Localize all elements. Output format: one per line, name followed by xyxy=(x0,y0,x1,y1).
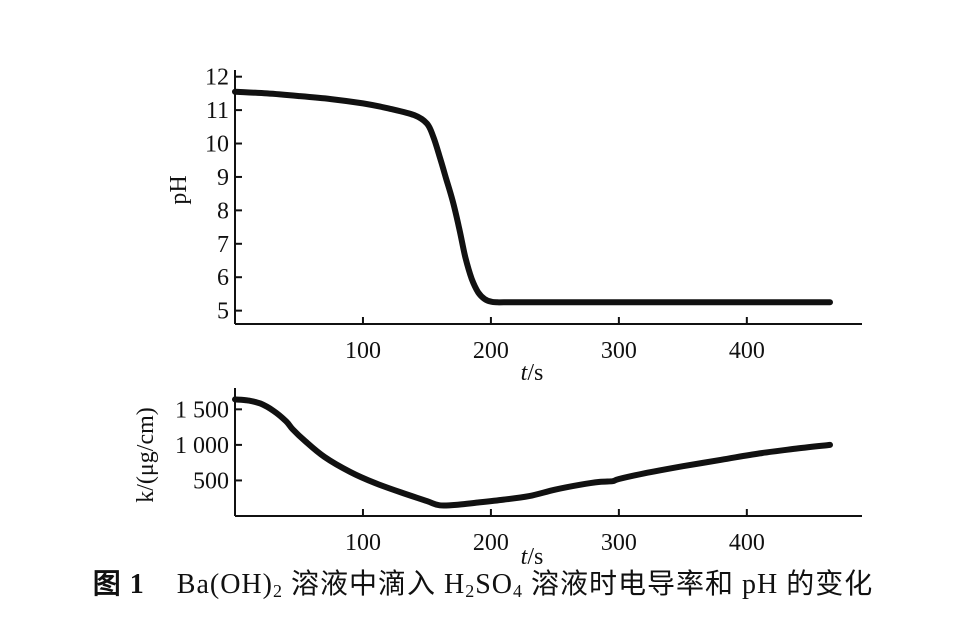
caption-subscript: 4 xyxy=(513,581,523,601)
k-y-ticks: 500 1 000 1 500 xyxy=(175,397,242,494)
conductivity-chart: 500 1 000 1 500 100 200 300 400 k/(μg/cm) t/s xyxy=(133,388,862,570)
k-x-tick-label: 200 xyxy=(473,530,509,556)
ph-x-tick-label: 300 xyxy=(601,338,637,364)
ph-x-axis-unit: /s xyxy=(527,360,543,386)
caption-text: Ba(OH)2 溶液中滴入 H2SO4 溶液时电导率和 pH 的变化 xyxy=(176,569,874,601)
ph-chart: 5 6 7 8 9 10 11 12 100 200 300 400 pH t/s xyxy=(166,65,862,386)
k-series-line xyxy=(232,396,833,509)
ph-y-ticks: 5 6 7 8 9 10 11 12 xyxy=(205,65,242,325)
ph-series-line xyxy=(232,88,833,306)
ph-x-tick-label: 100 xyxy=(345,338,381,364)
k-series xyxy=(232,396,833,509)
k-x-tick-label: 300 xyxy=(601,530,637,556)
ph-y-tick-label: 5 xyxy=(217,299,229,325)
k-x-tick-label: 400 xyxy=(729,530,765,556)
k-x-axis-var: t xyxy=(521,544,529,570)
k-y-tick-label: 1 500 xyxy=(175,397,229,423)
ph-x-tick-label: 400 xyxy=(729,338,765,364)
ph-x-axis-var: t xyxy=(521,360,529,386)
caption-subscript: 2 xyxy=(465,581,476,601)
figure-number: 图 1 xyxy=(92,569,145,600)
k-y-axis-label: k/(μg/cm) xyxy=(133,407,159,503)
ph-y-tick-label: 12 xyxy=(205,65,229,91)
k-y-tick-label: 500 xyxy=(193,468,229,494)
ph-y-tick-label: 7 xyxy=(217,232,229,258)
ph-y-tick-label: 9 xyxy=(217,165,229,191)
caption-segment: SO xyxy=(475,569,513,600)
ph-series xyxy=(232,88,833,306)
ph-y-tick-label: 10 xyxy=(205,132,229,158)
k-x-ticks: 100 200 300 400 xyxy=(345,509,765,556)
ph-x-ticks: 100 200 300 400 xyxy=(345,317,765,364)
k-x-axis-label: t/s xyxy=(521,544,544,570)
caption-segment: 溶液中滴入 H xyxy=(282,569,466,600)
k-x-tick-label: 100 xyxy=(345,530,381,556)
k-y-tick-label: 1 000 xyxy=(175,433,229,459)
figure-caption: 图 1 Ba(OH)2 溶液中滴入 H2SO4 溶液时电导率和 pH 的变化 xyxy=(0,560,966,610)
ph-y-tick-label: 8 xyxy=(217,198,229,224)
caption-subscript: 2 xyxy=(272,581,283,601)
ph-y-axis-label: pH xyxy=(166,175,192,204)
ph-axes xyxy=(234,70,862,325)
ph-x-tick-label: 200 xyxy=(473,338,509,364)
k-x-axis-unit: /s xyxy=(527,544,543,570)
ph-x-axis-label: t/s xyxy=(521,360,544,386)
caption-segment: 溶液时电导率和 pH 的变化 xyxy=(523,569,874,600)
ph-y-tick-label: 6 xyxy=(217,265,229,291)
caption-segment: Ba(OH) xyxy=(176,569,273,600)
ph-y-tick-label: 11 xyxy=(206,98,229,124)
